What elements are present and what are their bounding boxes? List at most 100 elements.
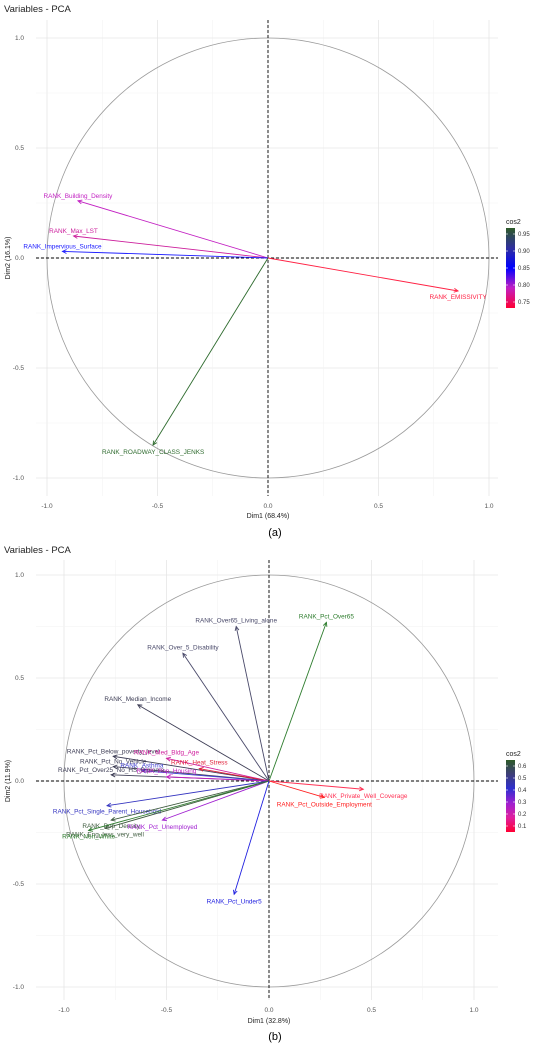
variable-arrow: RANK_Max_LST xyxy=(49,228,269,259)
arrow-head xyxy=(61,249,67,254)
cos2-legend: cos2 0.6 0.5 0.4 0.3 0.2 0.1 xyxy=(506,751,527,832)
arrow-shaft xyxy=(111,780,270,821)
chart-title: Variables - PCA xyxy=(4,545,72,556)
arrow-label: RANK_Over65_Living_alone xyxy=(195,618,277,625)
arrow-shaft xyxy=(199,768,270,782)
variable-arrow: RANK_Private_Well_Coverage xyxy=(268,780,408,800)
variable-arrow: RANK_ROADWAY_CLASS_JENKS xyxy=(102,257,269,456)
arrow-label: RANK_Max_LST xyxy=(49,228,98,235)
legend-title: cos2 xyxy=(506,219,521,226)
legend-label: 0.2 xyxy=(518,812,527,818)
arrow-label: RANK_Pct_Single_Parent_Household xyxy=(53,809,162,816)
variable-arrow: RANK_Impervious_Surface xyxy=(23,243,269,259)
y-tick-label: 1.0 xyxy=(15,572,24,579)
arrow-shaft xyxy=(166,757,270,782)
chart-title: Variables - PCA xyxy=(4,4,72,15)
arrow-head xyxy=(319,794,326,799)
variable-arrow: RANK_Pct_Below_poverty_level xyxy=(67,748,270,782)
arrow-shaft xyxy=(162,780,270,821)
legend-label: 0.80 xyxy=(518,283,530,289)
arrow-head xyxy=(112,754,118,760)
x-axis-label: Dim1 (68.4%) xyxy=(247,513,290,520)
arrow-shaft xyxy=(166,776,270,782)
variable-arrow: RANK_Pct_Outside_Employment xyxy=(268,780,372,808)
cos2-legend: cos2 0.95 0.90 0.85 0.80 0.75 xyxy=(506,219,530,308)
arrow-shaft xyxy=(233,780,270,895)
y-axis-label: Dim2 (11.9%) xyxy=(5,760,12,802)
arrow-shaft xyxy=(113,755,270,782)
legend-label: 0.85 xyxy=(518,266,530,272)
arrow-head xyxy=(234,625,240,631)
x-tick-label: -0.5 xyxy=(152,503,164,510)
arrow-label: RANK_Building_Density xyxy=(43,193,113,200)
arrow-label: RANK_Pct_Over25_No_HS_Diploma xyxy=(58,767,165,774)
arrow-label: RANK_Pct_Under5 xyxy=(207,898,263,905)
arrow-label: RANK_Over_5_Disability xyxy=(147,644,219,651)
variable-arrow: RANK_Non_White xyxy=(62,780,270,840)
arrow-label: RANK_Pct_Outside_Employment xyxy=(277,801,372,808)
arrow-head xyxy=(233,889,238,896)
arrow-head xyxy=(104,825,110,830)
arrow-head xyxy=(165,756,171,762)
arrow-label: RANK_Pct_Over65 xyxy=(299,613,354,620)
x-tick-label: 1.0 xyxy=(469,1007,478,1014)
arrow-shaft xyxy=(62,250,269,259)
arrow-shaft xyxy=(268,780,364,790)
arrow-label: RANK_Heat_Stress xyxy=(171,760,227,767)
x-tick-label: 0.0 xyxy=(263,503,272,510)
arrow-label: RANK_Non_White xyxy=(62,833,115,840)
legend-title: cos2 xyxy=(506,751,521,758)
x-tick-label: 0.0 xyxy=(264,1007,273,1014)
x-tick-label: 0.5 xyxy=(367,1007,376,1014)
legend-label: 0.6 xyxy=(518,764,527,770)
x-tick-label: -1.0 xyxy=(58,1007,70,1014)
variable-arrow: RANK_Over_5_Disability xyxy=(147,644,270,782)
variable-arrow: RANK_Median_Income xyxy=(104,696,270,782)
arrow-head xyxy=(161,816,167,822)
arrow-shaft xyxy=(106,780,270,807)
arrow-shaft xyxy=(88,780,270,831)
y-tick-label: -0.5 xyxy=(13,881,25,888)
arrow-head xyxy=(198,766,204,772)
x-tick-label: 1.0 xyxy=(484,503,493,510)
arrow-shaft xyxy=(268,780,325,798)
arrow-label: RANK_Eng_less_very_well xyxy=(66,831,144,838)
arrow-head xyxy=(106,802,112,808)
variable-arrow: RANK_Pop_Housing xyxy=(137,768,270,782)
y-tick-label: 0.5 xyxy=(15,675,24,682)
arrow-head xyxy=(152,440,158,446)
arrow-shaft xyxy=(77,200,269,259)
arrow-head xyxy=(110,816,116,822)
arrow-head xyxy=(182,652,188,658)
arrow-label: RANK_Asthma xyxy=(120,763,163,770)
variable-arrow: RANK_Med_Bldg_Age xyxy=(134,749,270,782)
arrow-shaft xyxy=(141,770,270,782)
pca-panel-a: Variables - PCA -1.0 -0.5 0.0 0.5 1.0 -1.0 -0.5… xyxy=(4,4,530,539)
y-tick-label: 0.0 xyxy=(15,255,24,262)
arrow-label: RANK_Pop_Housing xyxy=(137,768,197,775)
arrow-label: RANK_Pct_Below_poverty_level xyxy=(67,748,160,755)
legend-colorbar xyxy=(506,760,515,832)
variable-arrow: RANK_Asthma xyxy=(120,763,270,782)
legend-label: 0.75 xyxy=(518,300,530,306)
arrow-shaft xyxy=(268,622,327,782)
variable-arrow: RANK_Pct_Over65 xyxy=(268,613,354,782)
variable-arrow: RANK_Over65_Living_alone xyxy=(195,618,277,782)
y-tick-label: -1.0 xyxy=(13,475,25,482)
arrow-head xyxy=(76,199,83,205)
x-axis-label: Dim1 (32.8%) xyxy=(248,1018,291,1025)
panel-caption: (a) xyxy=(268,527,281,539)
x-tick-label: -1.0 xyxy=(41,503,53,510)
variable-arrow: RANK_EMISSIVITY xyxy=(267,257,487,301)
arrow-label: RANK_Impervious_Surface xyxy=(23,243,102,250)
legend-label: 0.3 xyxy=(518,800,527,806)
arrow-head xyxy=(72,234,78,239)
y-tick-label: 0.0 xyxy=(15,778,24,785)
legend-label: 0.1 xyxy=(518,824,527,830)
arrow-label: RANK_Median_Income xyxy=(104,696,171,703)
pca-panel-b: Variables - PCA -1.0 -0.5 0.0 0.5 1.0 -1.0 -0.5… xyxy=(4,545,527,1043)
variable-arrow: RANK_Pct_Single_Parent_Household xyxy=(53,780,270,816)
arrow-shaft xyxy=(182,653,270,782)
arrow-head xyxy=(136,704,143,709)
